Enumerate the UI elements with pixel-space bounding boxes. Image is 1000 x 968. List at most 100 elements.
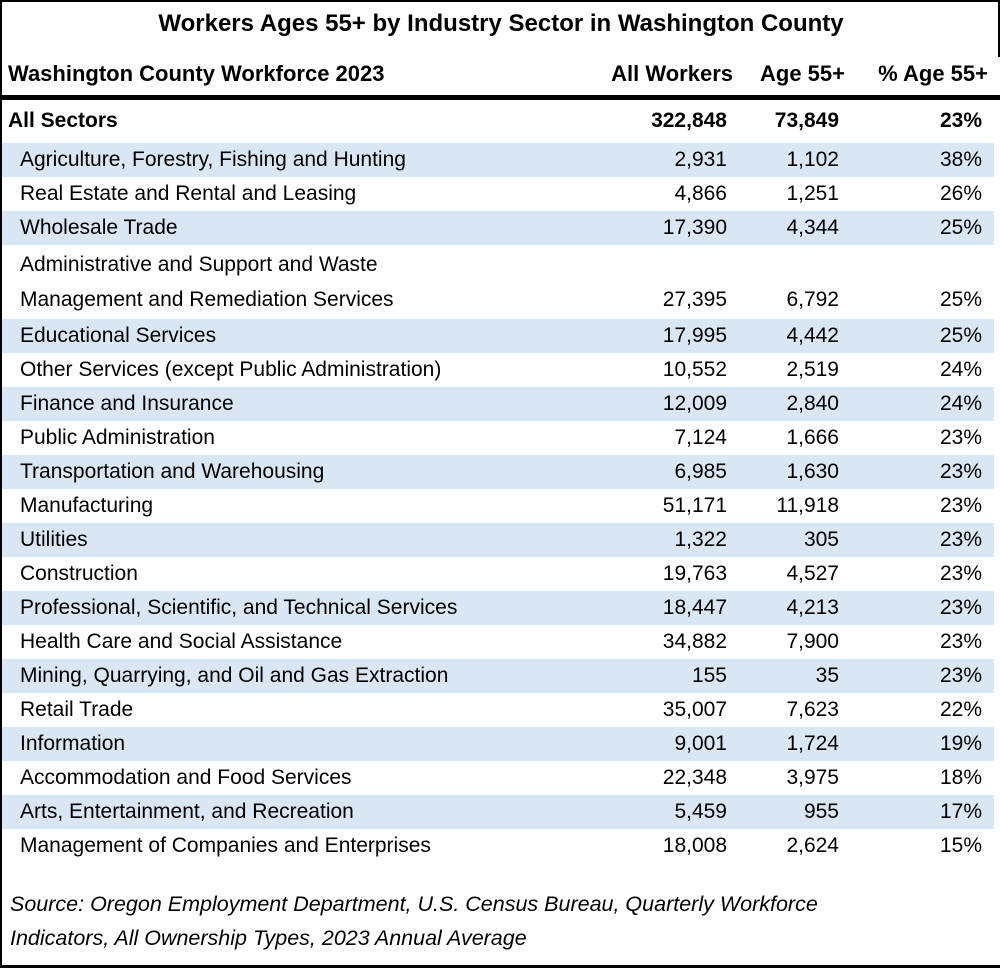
table-row: Wholesale Trade 17,390 4,344 25%: [2, 211, 994, 245]
pct-value: 17%: [939, 800, 982, 823]
pct-value: 18%: [939, 766, 982, 789]
all-workers-value: 155: [691, 664, 727, 687]
age-55-value: 7,900: [786, 630, 839, 653]
age-55-value: 3,975: [786, 766, 839, 789]
table-body: All Sectors 322,848 73,849 23% Agricultu…: [2, 100, 1000, 863]
pct-value: 19%: [939, 732, 982, 755]
sector-name: Management of Companies and Enterprises: [20, 834, 431, 857]
sector-name: Wholesale Trade: [20, 216, 178, 239]
total-row-label: All Sectors: [8, 109, 118, 132]
pct-value: 25%: [939, 288, 982, 311]
age-55-value: 955: [803, 800, 839, 823]
all-workers-value: 27,395: [662, 288, 727, 311]
total-pct-value: 23%: [939, 109, 982, 132]
table-row: Finance and Insurance 12,009 2,840 24%: [2, 387, 994, 421]
pct-value: 23%: [939, 630, 982, 653]
all-workers-value: 7,124: [674, 426, 727, 449]
sector-name-line1: Administrative and Support and Waste: [20, 253, 378, 276]
pct-value: 23%: [939, 528, 982, 551]
all-workers-value: 22,348: [662, 766, 727, 789]
header-label: Washington County Workforce 2023: [8, 61, 385, 86]
age-55-value: 1,666: [786, 426, 839, 449]
sector-name: Utilities: [20, 528, 88, 551]
pct-value: 25%: [939, 216, 982, 239]
pct-value: 23%: [939, 562, 982, 585]
table-row: Retail Trade 35,007 7,623 22%: [2, 693, 994, 727]
sector-name: Agriculture, Forestry, Fishing and Hunti…: [20, 148, 406, 171]
table-row: Educational Services 17,995 4,442 25%: [2, 319, 994, 353]
all-workers-value: 18,447: [662, 596, 727, 619]
age-55-value: 7,623: [786, 698, 839, 721]
all-workers-value: 17,995: [662, 324, 727, 347]
pct-value: 26%: [939, 182, 982, 205]
source-note-line2: Indicators, All Ownership Types, 2023 An…: [10, 926, 527, 950]
all-workers-value: 51,171: [662, 494, 727, 517]
age-55-value: 4,213: [786, 596, 839, 619]
pct-value: 23%: [939, 460, 982, 483]
pct-value: 22%: [939, 698, 982, 721]
column-header-pct-age-55: % Age 55+: [878, 61, 988, 86]
age-55-value: 35: [815, 664, 839, 687]
column-header-all-workers: All Workers: [611, 61, 733, 86]
table-row: Construction 19,763 4,527 23%: [2, 557, 994, 591]
sector-name: Accommodation and Food Services: [20, 766, 352, 789]
sector-name: Educational Services: [20, 324, 217, 347]
all-workers-value: 18,008: [662, 834, 727, 857]
table-row: Arts, Entertainment, and Recreation 5,459…: [2, 795, 994, 829]
pct-value: 23%: [939, 596, 982, 619]
table-row: Transportation and Warehousing 6,985 1,630…: [2, 455, 994, 489]
pct-value: 25%: [939, 324, 982, 347]
age-55-value: 11,918: [776, 494, 839, 517]
age-55-value: 6,792: [786, 288, 839, 311]
all-workers-value: 17,390: [662, 216, 727, 239]
sector-name: Mining, Quarrying, and Oil and Gas Extra…: [20, 664, 449, 687]
pct-value: 23%: [939, 494, 982, 517]
table-row: Agriculture, Forestry, Fishing and Hunti…: [2, 143, 994, 177]
sector-name: Construction: [20, 562, 138, 585]
total-age-55-value: 73,849: [774, 109, 839, 132]
all-workers-value: 6,985: [674, 460, 727, 483]
pct-value: 38%: [939, 148, 982, 171]
total-all-workers-value: 322,848: [651, 109, 727, 132]
pct-value: 24%: [939, 392, 982, 415]
age-55-value: 1,724: [786, 732, 839, 755]
table-row: Management of Companies and Enterprises 1…: [2, 829, 994, 863]
sector-name: Manufacturing: [20, 494, 154, 517]
table-row: Public Administration 7,124 1,666 23%: [2, 421, 994, 455]
sector-name: Information: [20, 732, 126, 755]
sector-name: Finance and Insurance: [20, 392, 234, 415]
column-header-age-55: Age 55+: [760, 61, 845, 86]
sector-name: Transportation and Warehousing: [20, 460, 325, 483]
table-row: Manufacturing 51,171 11,918 23%: [2, 489, 994, 523]
all-workers-value: 35,007: [662, 698, 727, 721]
age-55-value: 2,840: [786, 392, 839, 415]
sector-name: Other Services (except Public Administra…: [20, 358, 442, 381]
table-row: Other Services (except Public Administra…: [2, 353, 994, 387]
sector-name: Real Estate and Rental and Leasing: [20, 182, 357, 205]
all-workers-value: 9,001: [674, 732, 727, 755]
all-workers-value: 34,882: [662, 630, 727, 653]
sector-name: Administrative and Support and Waste Mana…: [2, 247, 567, 317]
sector-name: Retail Trade: [20, 698, 134, 721]
pct-value: 24%: [939, 358, 982, 381]
all-workers-value: 12,009: [662, 392, 727, 415]
table-row: Accommodation and Food Services 22,348 3,9…: [2, 761, 994, 795]
sector-name: Health Care and Social Assistance: [20, 630, 343, 653]
source-note: Source: Oregon Employment Department, U.…: [2, 887, 1000, 955]
all-workers-value: 10,552: [662, 358, 727, 381]
age-55-value: 1,630: [786, 460, 839, 483]
all-workers-value: 5,459: [674, 800, 727, 823]
age-55-value: 2,624: [786, 834, 839, 857]
all-workers-value: 2,931: [674, 148, 727, 171]
table-right-border-segment: [998, 2, 1000, 57]
all-workers-value: 1,322: [674, 528, 727, 551]
pct-value: 23%: [939, 426, 982, 449]
age-55-value: 4,527: [786, 562, 839, 585]
age-55-value: 305: [803, 528, 839, 551]
sector-name-line2: Management and Remediation Services: [20, 288, 394, 311]
table-row: Professional, Scientific, and Technical …: [2, 591, 994, 625]
age-55-value: 4,344: [786, 216, 839, 239]
sector-name: Professional, Scientific, and Technical …: [20, 596, 458, 619]
all-workers-value: 4,866: [674, 182, 727, 205]
